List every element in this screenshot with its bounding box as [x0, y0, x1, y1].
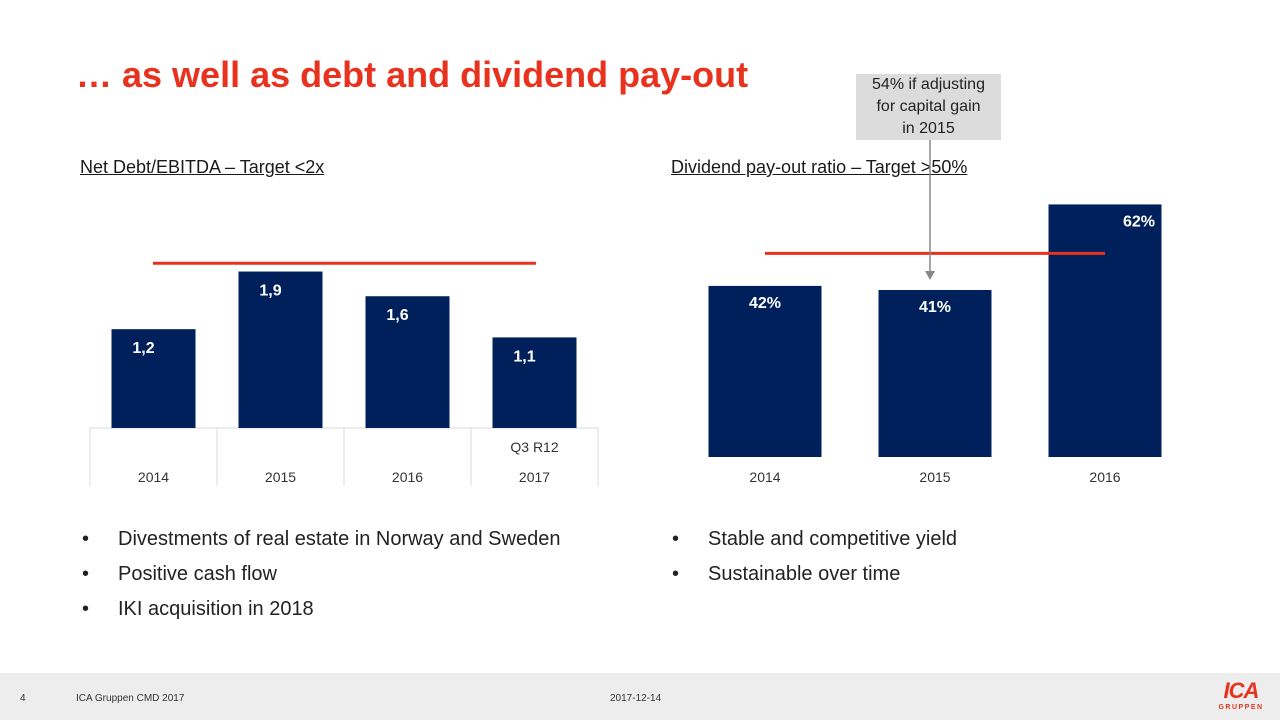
bullet-item: • IKI acquisition in 2018 — [80, 592, 560, 627]
note-line-1: 54% if adjusting — [872, 76, 985, 93]
bullet-dot: • — [82, 563, 90, 585]
note-arrow-head — [925, 271, 935, 280]
debt-tick-sublabel: Q3 R12 — [510, 439, 558, 455]
page-title: … as well as debt and dividend pay-out — [76, 54, 749, 95]
dividend-value-label-2014: 42% — [749, 295, 781, 312]
bullet-item: • Stable and competitive yield — [670, 522, 957, 557]
note-line-2: for capital gain — [876, 98, 981, 115]
dividend-chart: 42% 2014 41% 2015 62% 2016 — [708, 204, 1162, 485]
bullet-text: Stable and competitive yield — [708, 528, 958, 550]
bullet-text: IKI acquisition in 2018 — [118, 598, 314, 620]
debt-value-label-2014: 1,2 — [132, 340, 154, 357]
debt-bar-2017 — [492, 337, 577, 428]
bullet-item: • Sustainable over time — [670, 557, 957, 592]
debt-bar-2015 — [238, 271, 323, 428]
page-number: 4 — [20, 693, 26, 704]
debt-tick-2016: 2016 — [392, 469, 423, 485]
bullet-text: Positive cash flow — [118, 563, 277, 585]
bullet-text: Divestments of real estate in Norway and… — [118, 528, 561, 550]
debt-value-label-2017: 1,1 — [513, 348, 535, 365]
dividend-bar-2014 — [708, 285, 822, 457]
bullet-item: • Divestments of real estate in Norway an… — [80, 522, 560, 557]
dividend-bullets: • Stable and competitive yield • Sustainab… — [670, 522, 957, 592]
debt-bar-2014 — [111, 329, 196, 428]
debt-bullets: • Divestments of real estate in Norway an… — [80, 522, 560, 627]
dividend-tick-2015: 2015 — [919, 469, 950, 485]
debt-tick-2017: 2017 — [519, 469, 550, 485]
capital-gain-note: 54% if adjusting for capital gain in 201… — [856, 74, 1001, 140]
debt-chart-title: Net Debt/EBITDA – Target <2x — [80, 157, 325, 177]
dividend-bar-2015 — [878, 289, 992, 457]
footer: 4 ICA Gruppen CMD 2017 2017-12-14 ICA GR… — [0, 673, 1280, 720]
dividend-tick-2016: 2016 — [1089, 469, 1120, 485]
bullet-text: Sustainable over time — [708, 563, 901, 585]
dividend-tick-2014: 2014 — [749, 469, 780, 485]
footer-company: ICA Gruppen CMD 2017 — [76, 693, 185, 704]
debt-bar-2016 — [365, 296, 450, 428]
footer-date: 2017-12-14 — [610, 693, 662, 704]
dividend-value-label-2016: 62% — [1123, 213, 1155, 230]
dividend-chart-title: Dividend pay-out ratio – Target >50% — [671, 157, 968, 177]
logo-main-text: ICA — [1223, 678, 1260, 703]
bullet-dot: • — [82, 528, 90, 550]
debt-tick-2014: 2014 — [138, 469, 169, 485]
debt-value-label-2016: 1,6 — [386, 307, 408, 324]
ica-gruppen-logo: ICA GRUPPEN — [1218, 679, 1264, 715]
debt-value-label-2015: 1,9 — [259, 283, 281, 300]
debt-tick-2015: 2015 — [265, 469, 296, 485]
dividend-bar-2016 — [1048, 204, 1162, 457]
dividend-value-label-2015: 41% — [919, 299, 951, 316]
logo-sub-text: GRUPPEN — [1218, 704, 1264, 711]
bullet-dot: • — [672, 528, 680, 550]
bullet-dot: • — [672, 563, 680, 585]
note-line-3: in 2015 — [902, 120, 955, 137]
bullet-dot: • — [82, 598, 90, 620]
debt-chart: 1,2 2014 1,9 2015 1,6 2016 1,1 2017 Q3 R12 — [89, 261, 599, 486]
bullet-item: • Positive cash flow — [80, 557, 560, 592]
